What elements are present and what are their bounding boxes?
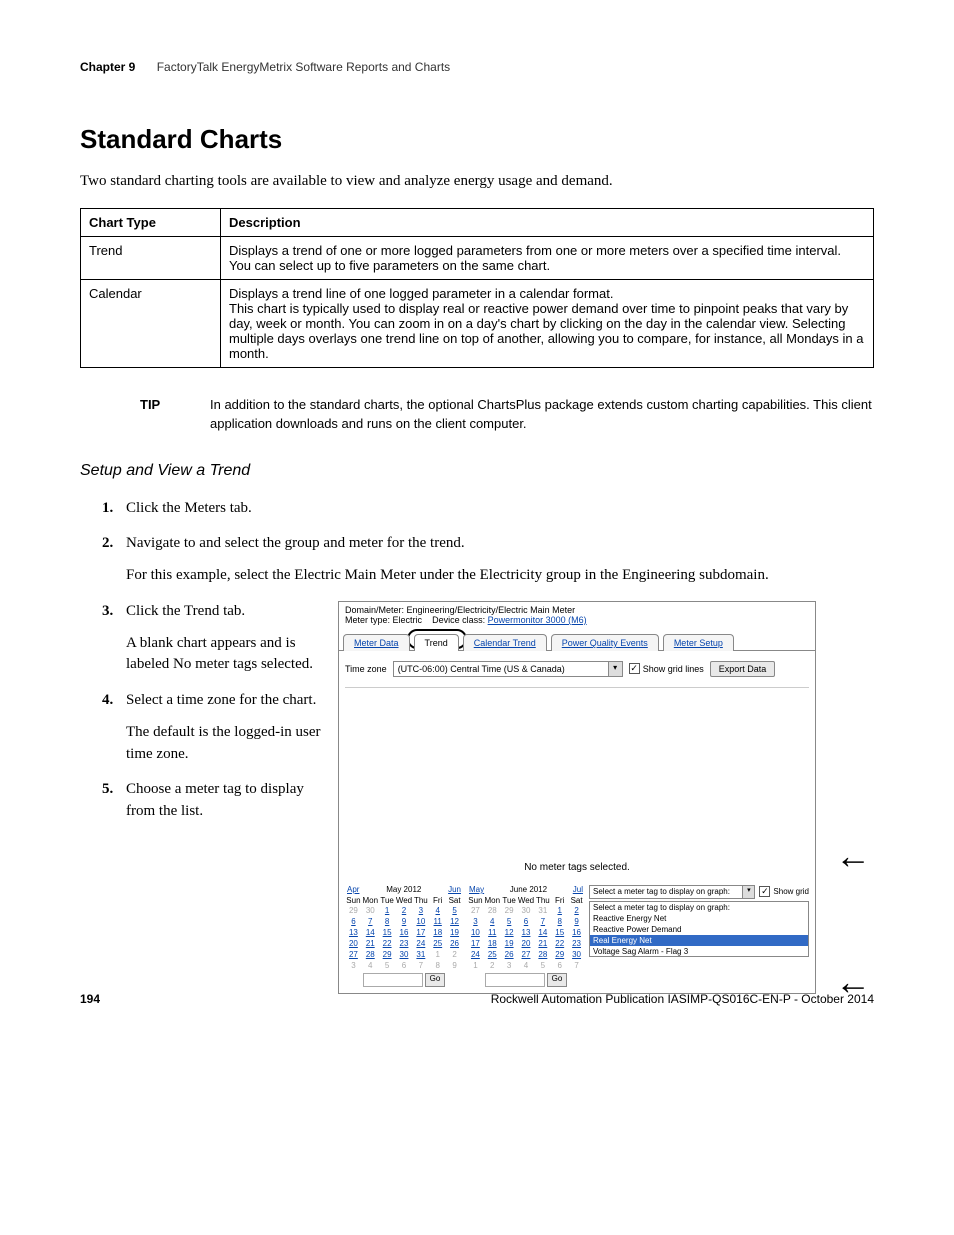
tab-power-quality-events[interactable]: Power Quality Events [551,634,659,651]
show-grid-checkbox-2[interactable]: ✓ Show grid [759,886,809,897]
tab-trend[interactable]: Trend [414,634,459,651]
section-lead: Two standard charting tools are availabl… [80,173,874,190]
page-number: 194 [80,992,100,1006]
device-class-link[interactable]: Powermonitor 3000 (M6) [488,615,587,625]
list-item[interactable]: Select a meter tag to display on graph: [590,902,808,913]
show-gridlines-checkbox[interactable]: ✓ Show grid lines [629,663,704,674]
tag-select[interactable]: Select a meter tag to display on graph: … [589,885,755,899]
step-3: Click the Trend tab. A blank chart appea… [102,601,330,676]
calendar-may[interactable]: AprMay 2012JunSunMonTueWedThuFriSat29301… [345,885,463,987]
steps-list-cont: Click the Trend tab. A blank chart appea… [102,601,330,823]
step-2: Navigate to and select the group and met… [102,533,874,587]
table-row: TrendDisplays a trend of one or more log… [81,237,874,280]
timezone-label: Time zone [345,664,387,674]
tip-text: In addition to the standard charts, the … [210,396,874,434]
tag-listbox[interactable]: Select a meter tag to display on graph:R… [589,901,809,957]
chart-area: No meter tags selected. [345,687,809,877]
publication-id: Rockwell Automation Publication IASIMP-Q… [491,992,874,1006]
tip-label: TIP [140,396,210,434]
running-header: Chapter 9 FactoryTalk EnergyMetrix Softw… [80,60,874,74]
chapter-label: Chapter 9 [80,60,135,74]
tabstrip: Meter DataTrendCalendar TrendPower Quali… [339,631,815,651]
callout-arrow-1 [835,838,871,874]
list-item[interactable]: Reactive Energy Net [590,913,808,924]
list-item[interactable]: Real Energy Net [590,935,808,946]
th-chart-type: Chart Type [81,209,221,237]
list-item[interactable]: Reactive Power Demand [590,924,808,935]
chart-types-table: Chart Type Description TrendDisplays a t… [80,208,874,368]
trend-screenshot: Domain/Meter: Engineering/Electricity/El… [338,601,816,994]
section-title: Standard Charts [80,124,874,155]
tag-list-panel: Select a meter tag to display on graph: … [589,885,809,957]
chapter-title: FactoryTalk EnergyMetrix Software Report… [157,60,450,74]
export-data-button[interactable]: Export Data [710,661,776,677]
tab-meter-setup[interactable]: Meter Setup [663,634,734,651]
step-5: Choose a meter tag to display from the l… [102,779,330,823]
calendar-june[interactable]: MayJune 2012JulSunMonTueWedThuFriSat2728… [467,885,585,987]
calendar-row: AprMay 2012JunSunMonTueWedThuFriSat29301… [339,883,815,993]
steps-list: Click the Meters tab. Navigate to and se… [102,498,874,587]
tip: TIP In addition to the standard charts, … [140,396,874,434]
table-row: CalendarDisplays a trend line of one log… [81,280,874,368]
list-item[interactable]: Voltage Sag Alarm - Flag 3 [590,946,808,957]
step-1: Click the Meters tab. [102,498,874,520]
no-tags-message: No meter tags selected. [345,862,809,873]
tab-meter-data[interactable]: Meter Data [343,634,410,651]
th-description: Description [221,209,874,237]
tab-calendar-trend[interactable]: Calendar Trend [463,634,547,651]
chevron-down-icon: ▾ [742,886,754,898]
chevron-down-icon: ▾ [608,662,622,676]
timezone-row: Time zone (UTC-06:00) Central Time (US &… [339,651,815,683]
page-footer: 194 Rockwell Automation Publication IASI… [80,992,874,1006]
subsection-title: Setup and View a Trend [80,462,874,480]
timezone-select[interactable]: (UTC-06:00) Central Time (US & Canada) ▾ [393,661,623,677]
step-4: Select a time zone for the chart. The de… [102,690,330,765]
breadcrumb: Domain/Meter: Engineering/Electricity/El… [339,602,815,627]
